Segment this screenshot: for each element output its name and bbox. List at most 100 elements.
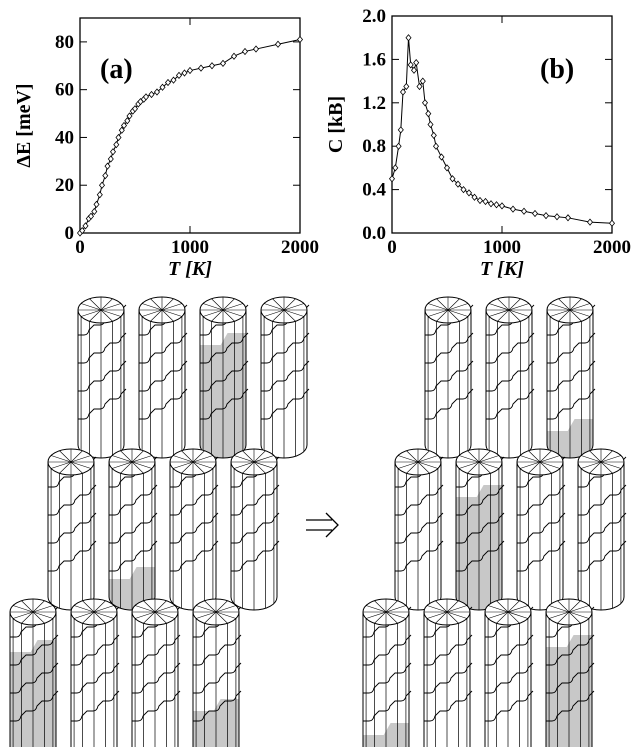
data-point: [586, 218, 594, 226]
x-axis-label: T [K]: [480, 258, 524, 280]
cylinder-step: [425, 388, 474, 420]
cylinder-step: [78, 388, 127, 420]
cylinder: [260, 296, 310, 459]
y-tick-label: 1.2: [362, 93, 386, 114]
cylinder-spoke: [519, 455, 561, 469]
cylinder: [47, 448, 97, 611]
data-point: [124, 117, 131, 125]
data-point: [397, 126, 404, 134]
cylinder-spoke: [487, 605, 529, 619]
data-point: [388, 175, 396, 183]
data-point: [430, 131, 437, 139]
cylinder-spoke: [365, 605, 407, 619]
cylinder-spoke: [134, 605, 176, 619]
cylinder-spoke: [111, 455, 153, 469]
cylinder-spoke: [233, 455, 275, 469]
cylinder-step: [547, 332, 596, 364]
cylinder-spoke: [172, 455, 214, 469]
cylinder-step: [486, 388, 535, 420]
cylinder-step: [10, 634, 59, 666]
cylinder-step: [546, 690, 595, 722]
cylinder-side: [546, 310, 594, 459]
data-point: [476, 196, 484, 205]
data-point: [164, 78, 172, 87]
cylinder-spoke: [426, 605, 468, 619]
y-tick-label: 1.6: [362, 49, 386, 70]
data-point: [93, 200, 100, 208]
cylinder-step: [547, 360, 596, 392]
data-point: [98, 181, 106, 189]
cylinder-step: [231, 512, 280, 544]
data-point: [425, 110, 432, 118]
cylinder: [485, 296, 535, 459]
data-point: [531, 209, 539, 218]
cylinder-step: [170, 512, 219, 544]
data-point: [219, 59, 227, 68]
cylinder-step: [425, 360, 474, 392]
cylinder-step: [578, 540, 627, 572]
cylinder: [77, 296, 127, 459]
data-point: [471, 193, 478, 201]
cylinder-spoke: [50, 455, 92, 469]
data-point: [252, 45, 260, 53]
cylinder-step: [48, 512, 97, 544]
cylinder-step: [193, 634, 242, 666]
cylinder-step: [48, 540, 97, 572]
cylinder-diagram: [9, 296, 627, 747]
data-point: [197, 64, 205, 72]
cylinder-step: [425, 332, 474, 364]
cylinder: [131, 598, 181, 747]
y-tick-label: 0.4: [362, 180, 386, 201]
cylinder-step: [456, 512, 505, 544]
data-point: [109, 148, 117, 156]
y-axis-label: ΔE [meV]: [13, 83, 35, 167]
cylinder-side: [260, 310, 308, 459]
cylinder-step: [424, 690, 473, 722]
data-point: [107, 155, 114, 163]
data-point: [181, 69, 188, 77]
chart: 0 1000 2000 0 20 40 60 80 T [K] ΔE [meV] (a): [13, 17, 319, 280]
cylinder-step: [193, 690, 242, 722]
cylinder-step: [485, 634, 534, 666]
cylinder-step: [200, 388, 249, 420]
cylinder-step: [517, 540, 566, 572]
data-point: [153, 88, 161, 96]
y-tick-label: 20: [55, 175, 74, 196]
chart: 0 1000 2000 0.0 0.4 0.8 1.2 1.6 2.0 T [K] C [kB] (b…: [325, 6, 631, 280]
cylinder: [108, 448, 158, 611]
data-point: [118, 126, 125, 134]
cylinder: [546, 296, 596, 459]
cylinder: [424, 296, 474, 459]
data-point: [142, 93, 150, 101]
cylinder-side: [424, 310, 472, 459]
cylinder-step: [456, 540, 505, 572]
cylinder-spoke: [580, 455, 622, 469]
y-tick-label: 60: [55, 80, 74, 101]
cylinder: [192, 598, 242, 747]
cylinder: [577, 448, 627, 611]
x-tick-label: 1000: [171, 237, 209, 258]
cylinder-step: [578, 484, 627, 516]
cylinder-step: [10, 690, 59, 722]
data-point: [102, 172, 109, 180]
data-point: [482, 197, 489, 206]
cylinder-step: [424, 634, 473, 666]
x-tick-label: 0: [75, 237, 85, 258]
arrow: [306, 512, 339, 538]
cylinder-step: [193, 662, 242, 694]
data-point: [115, 133, 122, 142]
data-point: [208, 62, 216, 70]
cylinder-step: [395, 540, 444, 572]
cylinder-step: [10, 662, 59, 694]
cylinder: [545, 598, 595, 747]
data-point: [120, 121, 128, 130]
cylinder-step: [109, 540, 158, 572]
x-tick-label: 1000: [483, 237, 521, 258]
data-point: [113, 140, 120, 149]
cylinder: [138, 296, 188, 459]
cylinder-step: [547, 388, 596, 420]
data-point: [449, 175, 456, 183]
cylinder-step: [485, 690, 534, 722]
cylinder-spoke: [427, 303, 469, 317]
cylinder-step: [261, 388, 310, 420]
